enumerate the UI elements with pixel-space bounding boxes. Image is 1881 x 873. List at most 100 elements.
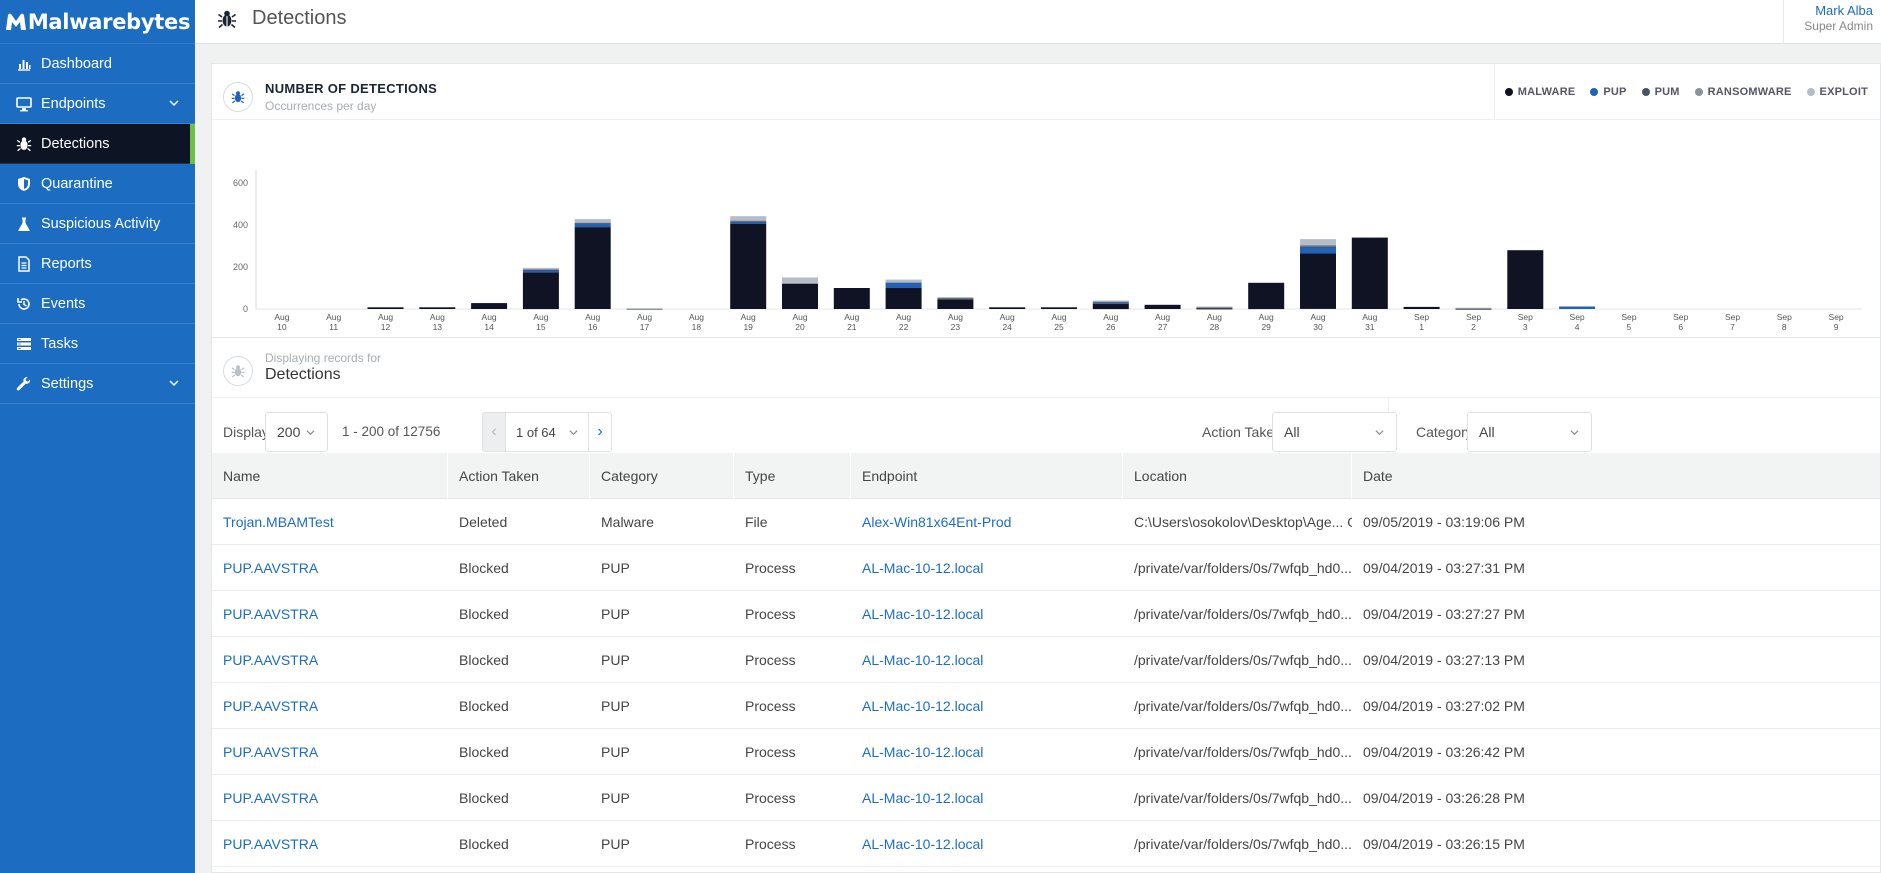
bar-exploit-aug-22[interactable] <box>885 279 922 282</box>
bar-pup-aug-22[interactable] <box>885 282 922 289</box>
detection-name-link[interactable]: PUP.AAVSTRA <box>223 836 319 852</box>
bar-exploit-aug-30[interactable] <box>1300 239 1336 245</box>
sidebar-item-reports[interactable]: Reports <box>0 244 195 284</box>
bar-exploit-aug-20[interactable] <box>782 277 818 283</box>
detection-name-link[interactable]: PUP.AAVSTRA <box>223 560 319 576</box>
column-header-location[interactable]: Location <box>1123 453 1352 499</box>
bar-malware-aug-31[interactable] <box>1351 237 1388 309</box>
bar-exploit-aug-17[interactable] <box>626 308 663 310</box>
display-count-select[interactable]: 200 <box>265 412 328 452</box>
user-name[interactable]: Mark Alba <box>1815 3 1873 18</box>
chevron-down-icon[interactable] <box>169 98 179 108</box>
sidebar-item-endpoints[interactable]: Endpoints <box>0 84 195 124</box>
bar-pup-aug-15[interactable] <box>522 270 559 273</box>
bar-malware-aug-22[interactable] <box>885 288 922 309</box>
bar-malware-aug-26[interactable] <box>1092 303 1129 310</box>
bar-malware-aug-30[interactable] <box>1300 253 1336 309</box>
bar-malware-aug-12[interactable] <box>367 307 404 309</box>
bar-exploit-sep-2[interactable] <box>1455 307 1492 309</box>
table-row[interactable]: PUP.AAVSTRA Blocked PUP Process AL-Mac-10-12… <box>212 591 1880 637</box>
bar-ransomware-aug-23[interactable] <box>937 297 974 299</box>
bar-ransomware-aug-15[interactable] <box>522 268 559 270</box>
column-header-endpoint[interactable]: Endpoint <box>851 453 1123 499</box>
user-menu[interactable]: Mark Alba Super Admin <box>1783 0 1881 44</box>
bar-pum-aug-19[interactable] <box>730 221 767 223</box>
sidebar-item-suspicious-activity[interactable]: Suspicious Activity <box>0 204 195 244</box>
detection-name-link[interactable]: PUP.AAVSTRA <box>223 606 319 622</box>
bar-pup-aug-30[interactable] <box>1300 247 1336 254</box>
bar-malware-aug-14[interactable] <box>471 303 508 309</box>
bar-malware-aug-21[interactable] <box>833 288 870 309</box>
bar-pum-aug-30[interactable] <box>1300 246 1336 248</box>
table-row[interactable]: PUP.AAVSTRA Blocked PUP Process AL-Mac-10-12… <box>212 729 1880 775</box>
chevron-down-icon[interactable] <box>169 378 179 388</box>
bar-pum-aug-15[interactable] <box>522 269 559 271</box>
bar-exploit-aug-26[interactable] <box>1092 300 1129 302</box>
bar-malware-aug-29[interactable] <box>1248 282 1285 310</box>
detection-name-link[interactable]: PUP.AAVSTRA <box>223 652 319 668</box>
sidebar-item-dashboard[interactable]: Dashboard <box>0 44 195 84</box>
endpoint-link[interactable]: AL-Mac-10-12.local <box>862 790 984 806</box>
bar-pup-sep-4[interactable] <box>1559 306 1596 310</box>
bar-pup-aug-16[interactable] <box>574 224 611 228</box>
sidebar-item-settings[interactable]: Settings <box>0 364 195 404</box>
bar-malware-aug-16[interactable] <box>574 227 611 309</box>
bar-ransomware-aug-20[interactable] <box>782 282 818 284</box>
previous-page-button[interactable]: ‹ <box>482 412 506 452</box>
detection-name-link[interactable]: PUP.AAVSTRA <box>223 698 319 714</box>
endpoint-link[interactable]: AL-Mac-10-12.local <box>862 836 984 852</box>
bar-ransomware-aug-30[interactable] <box>1300 245 1336 247</box>
bar-exploit-aug-16[interactable] <box>574 219 611 223</box>
sidebar-item-detections[interactable]: Detections <box>0 124 195 164</box>
endpoint-link[interactable]: AL-Mac-10-12.local <box>862 744 984 760</box>
bar-malware-sep-1[interactable] <box>1403 306 1440 309</box>
sidebar-item-tasks[interactable]: Tasks <box>0 324 195 364</box>
bar-exploit-aug-15[interactable] <box>522 267 559 269</box>
endpoint-link[interactable]: Alex-Win81x64Ent-Prod <box>862 514 1012 530</box>
bar-malware-aug-13[interactable] <box>419 307 456 309</box>
bar-ransomware-aug-28[interactable] <box>1196 306 1233 308</box>
column-header-name[interactable]: Name <box>212 453 448 499</box>
bar-malware-aug-19[interactable] <box>730 224 767 309</box>
column-header-action-taken[interactable]: Action Taken <box>448 453 590 499</box>
bar-malware-aug-23[interactable] <box>937 299 974 309</box>
action-taken-filter-select[interactable]: All <box>1272 412 1397 452</box>
table-row[interactable]: PUP.AAVSTRA Blocked PUP Process AL-Mac-10-12… <box>212 775 1880 821</box>
bar-malware-aug-27[interactable] <box>1144 304 1181 309</box>
endpoint-link[interactable]: AL-Mac-10-12.local <box>862 698 984 714</box>
bar-pum-aug-23[interactable] <box>937 298 974 300</box>
bar-malware-aug-28[interactable] <box>1196 308 1233 310</box>
next-page-button[interactable]: › <box>588 412 612 452</box>
detection-name-link[interactable]: Trojan.MBAMTest <box>223 514 334 530</box>
bar-pum-aug-28[interactable] <box>1196 307 1233 309</box>
legend-item-pup[interactable]: PUP <box>1590 86 1626 98</box>
bar-malware-aug-25[interactable] <box>1041 307 1077 309</box>
column-header-type[interactable]: Type <box>734 453 851 499</box>
bar-pum-aug-26[interactable] <box>1092 302 1129 304</box>
bar-ransomware-aug-22[interactable] <box>885 281 922 283</box>
legend-item-exploit[interactable]: EXPLOIT <box>1806 86 1868 98</box>
sidebar-item-events[interactable]: Events <box>0 284 195 324</box>
column-header-date[interactable]: Date <box>1352 453 1881 499</box>
table-row[interactable]: PUP.AAVSTRA Blocked PUP Process AL-Mac-10-12… <box>212 637 1880 683</box>
bar-pup-aug-19[interactable] <box>730 221 767 224</box>
page-select[interactable]: 1 of 64 <box>506 412 588 452</box>
column-header-category[interactable]: Category <box>590 453 734 499</box>
bar-exploit-aug-19[interactable] <box>730 216 767 221</box>
legend-item-pum[interactable]: PUM <box>1641 86 1680 98</box>
table-row[interactable]: Trojan.MBAMTest Deleted Malware File Alex-Wi… <box>212 499 1880 545</box>
bar-pum-aug-16[interactable] <box>574 222 611 224</box>
detection-name-link[interactable]: PUP.AAVSTRA <box>223 744 319 760</box>
bar-pup-aug-26[interactable] <box>1092 303 1129 305</box>
legend-item-malware[interactable]: MALWARE <box>1504 86 1576 98</box>
legend-item-ransomware[interactable]: RANSOMWARE <box>1694 86 1792 98</box>
bar-malware-aug-20[interactable] <box>782 283 818 309</box>
bar-malware-aug-15[interactable] <box>522 272 559 310</box>
sidebar-item-quarantine[interactable]: Quarantine <box>0 164 195 204</box>
endpoint-link[interactable]: AL-Mac-10-12.local <box>862 606 984 622</box>
bar-malware-sep-3[interactable] <box>1507 250 1544 309</box>
category-filter-select[interactable]: All <box>1467 412 1592 452</box>
bar-ransomware-aug-19[interactable] <box>730 220 767 222</box>
malwarebytes-logo[interactable]: Malwarebytes <box>0 0 195 44</box>
detection-name-link[interactable]: PUP.AAVSTRA <box>223 790 319 806</box>
